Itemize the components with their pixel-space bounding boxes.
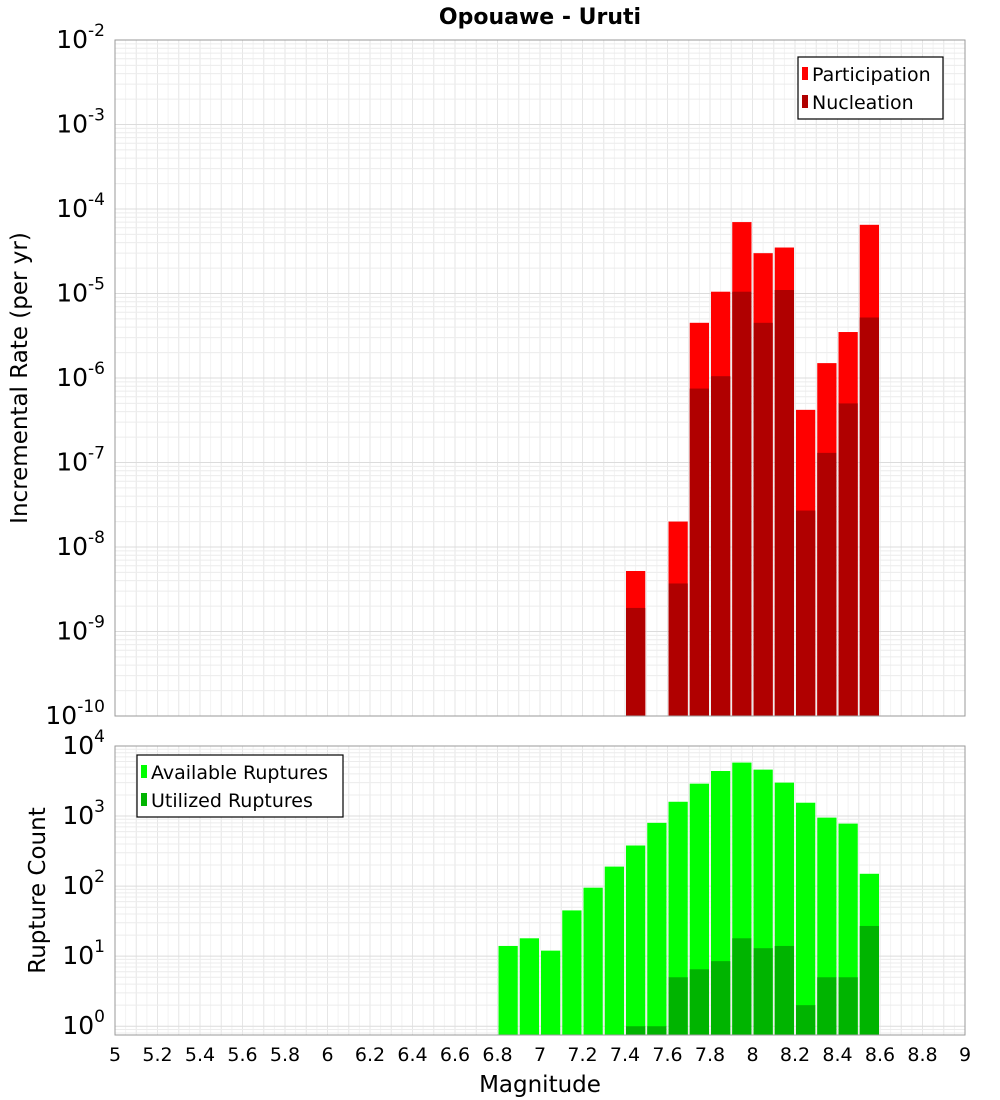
bar: [626, 845, 646, 1035]
y-axis-label: Incremental Rate (per yr): [7, 232, 33, 524]
bar: [796, 510, 816, 716]
bar: [519, 938, 539, 1035]
legend-label: Utilized Ruptures: [151, 790, 313, 812]
bar: [626, 1026, 646, 1035]
y-tick-label: 10-8: [56, 528, 105, 561]
legend-label: Available Ruptures: [151, 762, 328, 784]
x-tick-label: 8.6: [865, 1044, 895, 1066]
x-tick-label: 7: [534, 1044, 546, 1066]
bar: [838, 977, 858, 1035]
x-tick-label: 5: [109, 1044, 121, 1066]
bar: [817, 452, 837, 716]
x-tick-label: 7.2: [567, 1044, 597, 1066]
legend: Available Ruptures Utilized Ruptures: [136, 754, 344, 818]
x-tick-label: 7.8: [695, 1044, 725, 1066]
legend: Participation Nucleation: [797, 56, 944, 120]
bar: [711, 376, 731, 716]
bar: [689, 388, 709, 716]
legend-box: [797, 56, 944, 120]
legend-swatch: [141, 765, 147, 778]
y-tick-label: 10-4: [56, 190, 105, 223]
legend-swatch: [141, 793, 147, 806]
chart-panel-0: 10-2 10-3 10-4 10-5 10-6 10-7 10-8 10-9 10-10 Inc…: [7, 5, 966, 730]
x-tick-label: 7.6: [652, 1044, 682, 1066]
legend-swatch: [802, 95, 808, 108]
y-tick-label: 10-2: [56, 21, 105, 54]
x-tick-label: 7.4: [610, 1044, 640, 1066]
bar: [732, 938, 752, 1035]
bar: [753, 322, 773, 716]
y-tick-label: 10-9: [56, 613, 105, 646]
x-tick-label: 5.2: [142, 1044, 172, 1066]
y-tick-label: 10-10: [45, 697, 105, 730]
chart-panel-1: 104 103 102 101 100 Rupture Count 5 5.2 5.4 5.6 5.…: [25, 727, 971, 1098]
x-tick-label: 6: [321, 1044, 333, 1066]
x-axis-label: Magnitude: [479, 1072, 601, 1098]
bar: [562, 910, 582, 1035]
bar: [753, 948, 773, 1035]
bar: [817, 977, 837, 1035]
x-tick-label: 9: [959, 1044, 971, 1066]
legend-label: Participation: [812, 64, 931, 86]
y-axis-label: Rupture Count: [25, 807, 51, 973]
x-tick-label: 5.4: [185, 1044, 215, 1066]
x-tick-label: 6.4: [397, 1044, 427, 1066]
bar: [859, 925, 879, 1035]
y-tick-label: 10-5: [56, 275, 105, 308]
bar: [796, 802, 816, 1035]
x-tick-label: 8.2: [780, 1044, 810, 1066]
bar: [838, 403, 858, 716]
y-tick-label: 104: [62, 727, 105, 760]
bar: [689, 969, 709, 1035]
y-tick-label: 10-6: [56, 359, 105, 392]
bar: [732, 291, 752, 716]
x-tick-label: 6.2: [355, 1044, 385, 1066]
bar: [668, 801, 688, 1035]
bar: [647, 1026, 667, 1035]
x-tick-label: 8.4: [822, 1044, 852, 1066]
y-tick-label: 100: [62, 1007, 105, 1040]
x-tick-label: 8.8: [907, 1044, 937, 1066]
plot-frame: [114, 745, 966, 1036]
legend-box: [136, 754, 344, 818]
bar: [647, 822, 667, 1035]
legend-swatch: [802, 67, 808, 80]
bar: [774, 290, 794, 716]
plot-frame: [114, 39, 966, 717]
bar: [498, 945, 518, 1035]
x-tick-label: 5.6: [227, 1044, 257, 1066]
legend-label: Nucleation: [812, 92, 914, 114]
bar: [774, 945, 794, 1035]
y-tick-label: 103: [62, 797, 105, 830]
bar: [796, 1005, 816, 1035]
y-tick-label: 10-7: [56, 444, 105, 477]
x-tick-label: 6.8: [482, 1044, 512, 1066]
bar: [626, 607, 646, 716]
y-tick-label: 10-3: [56, 106, 105, 139]
bar: [859, 317, 879, 716]
x-tick-label: 5.8: [270, 1044, 300, 1066]
x-tick-label: 6.6: [440, 1044, 470, 1066]
bar: [541, 950, 561, 1035]
x-tick-label: 8: [746, 1044, 758, 1066]
bar: [668, 583, 688, 716]
bar: [583, 887, 603, 1035]
bar: [711, 961, 731, 1035]
bar: [668, 977, 688, 1035]
y-tick-label: 102: [62, 867, 105, 900]
y-tick-label: 101: [62, 937, 105, 970]
bar: [604, 866, 624, 1035]
chart-title: Opouawe - Uruti: [439, 5, 641, 30]
